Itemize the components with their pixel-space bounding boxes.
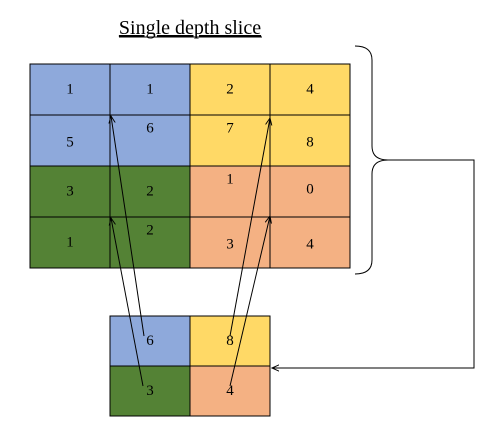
- input-grid-cell: [109, 114, 191, 167]
- input-grid-cell: [109, 63, 191, 116]
- input-grid-cell-value: 3: [66, 184, 74, 200]
- output-grid-cell-value: 8: [226, 333, 234, 349]
- input-grid-cell: [29, 165, 111, 218]
- input-grid-cell: [269, 216, 351, 269]
- input-grid: 1 1 2 4 5 6 7 8 3 2 1 0 1 2 3 4: [29, 63, 351, 269]
- input-grid-cell-value: 4: [306, 237, 314, 253]
- input-grid-cell-value: 5: [66, 135, 74, 151]
- input-grid-cell: [189, 216, 271, 269]
- input-grid-cell: [109, 216, 191, 269]
- output-grid-cell-value: 4: [226, 383, 234, 399]
- input-grid-cell: [29, 216, 111, 269]
- input-grid-cell: [269, 63, 351, 116]
- output-grid-cell-value: 6: [146, 333, 154, 349]
- input-grid-cell-value: 7: [226, 121, 234, 137]
- input-grid-cell-value: 2: [146, 184, 154, 200]
- input-grid-cell-value: 1: [226, 172, 234, 188]
- input-grid-cell: [269, 114, 351, 167]
- input-grid-cell: [269, 165, 351, 218]
- diagram-title: Single depth slice: [119, 17, 261, 39]
- input-grid-cell-value: 6: [146, 121, 154, 137]
- input-grid-cell-value: 1: [66, 82, 74, 98]
- output-grid-cell-value: 3: [146, 383, 154, 399]
- arrow-3: [111, 218, 144, 387]
- input-grid-cell-value: 1: [146, 82, 154, 98]
- input-grid-cell-value: 1: [66, 235, 74, 251]
- input-grid-cell-value: 4: [306, 82, 314, 98]
- input-grid-cell-value: 0: [306, 182, 314, 198]
- arrow-8: [229, 118, 270, 337]
- input-grid-cell-value: 3: [226, 237, 234, 253]
- right-brace: [354, 45, 389, 275]
- output-grid-cell: [189, 365, 271, 417]
- brace-connector-line: [272, 159, 475, 368]
- input-grid-cell-value: 8: [306, 135, 314, 151]
- input-grid-cell-value: 2: [226, 82, 234, 98]
- arrow-6: [111, 116, 145, 337]
- input-grid-cell: [109, 165, 191, 218]
- pooling-arrows: [111, 116, 270, 387]
- arrow-4: [229, 216, 270, 387]
- output-grid: 6 8 3 4: [109, 315, 271, 417]
- input-grid-cell-value: 2: [146, 223, 154, 239]
- output-grid-cell: [109, 365, 191, 417]
- output-grid-cell: [189, 315, 271, 367]
